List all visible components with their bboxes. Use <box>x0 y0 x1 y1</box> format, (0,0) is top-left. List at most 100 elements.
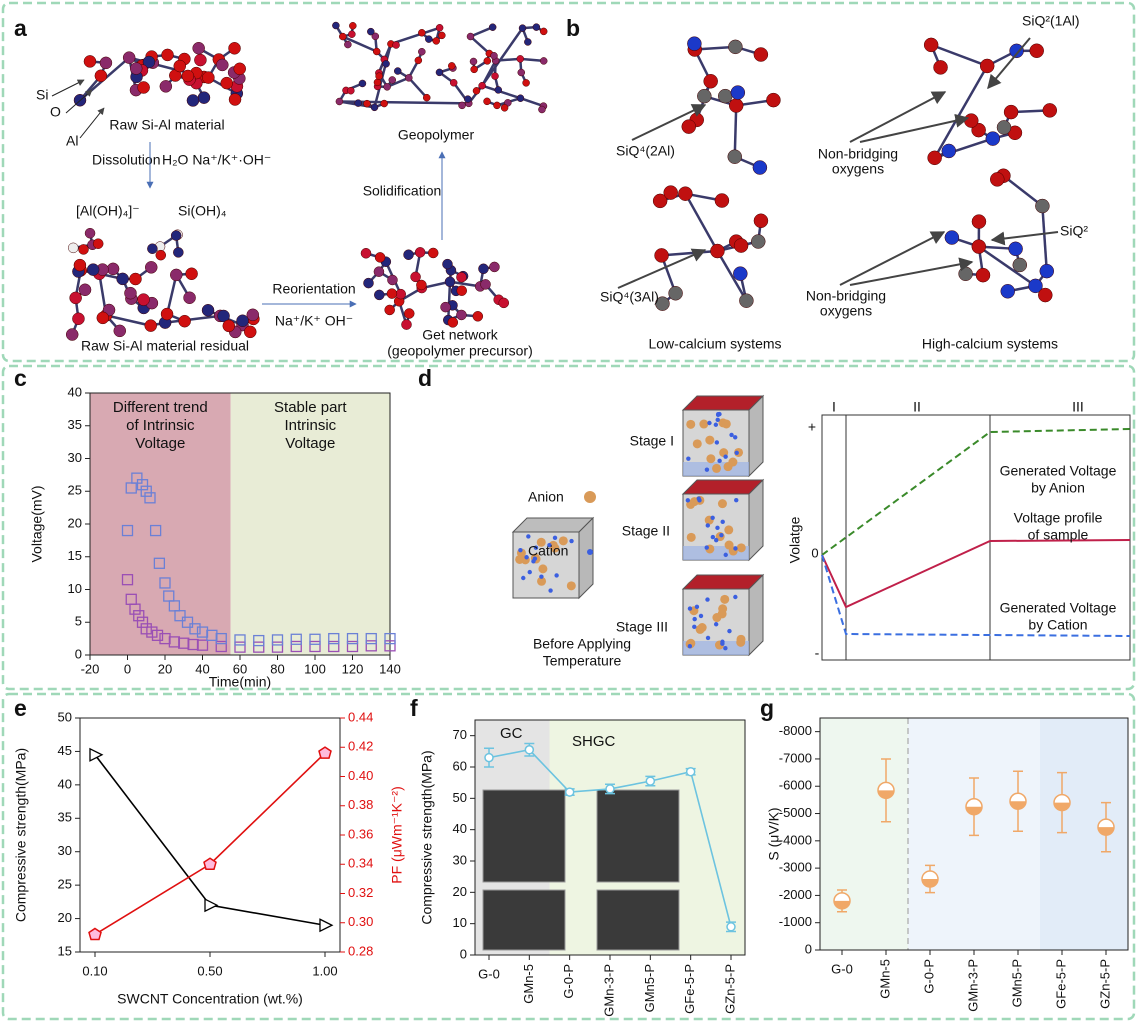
label: Low-calcium systems <box>648 336 781 352</box>
cation-ball <box>716 418 720 422</box>
atom <box>538 106 545 113</box>
cation-ball <box>714 622 718 626</box>
atom <box>964 114 978 128</box>
panel-label: f <box>410 695 418 721</box>
cation-ball <box>518 548 522 552</box>
label: oxygens <box>820 303 872 319</box>
atom <box>484 57 491 64</box>
x-tick-label: 140 <box>379 661 401 676</box>
y-tick-label: 30 <box>58 843 72 858</box>
y-tick-label: 10 <box>68 581 82 596</box>
x-tick-label: GMn5-P <box>1009 959 1024 1007</box>
atom <box>95 70 107 82</box>
atom <box>114 325 126 337</box>
atom <box>728 40 742 54</box>
atom <box>448 62 455 69</box>
y-tick-label: 40 <box>58 776 72 791</box>
point <box>727 923 735 931</box>
atom <box>731 86 745 100</box>
atom <box>186 268 198 280</box>
anion-ball <box>699 420 708 429</box>
point <box>525 746 533 754</box>
x-tick-label: 20 <box>158 661 172 676</box>
x-tick-label: 40 <box>195 661 209 676</box>
atom <box>751 235 765 249</box>
atom <box>442 259 452 269</box>
atom <box>384 83 391 90</box>
label: by Cation <box>1028 617 1087 633</box>
atom <box>396 289 406 299</box>
label: Get network <box>422 327 498 343</box>
label: [Al(OH)₄]⁻ <box>76 203 140 219</box>
label: Reorientation <box>272 281 355 297</box>
atom <box>179 315 191 327</box>
atom <box>479 82 486 89</box>
atom <box>124 287 136 299</box>
atom <box>70 292 82 304</box>
cation-ball <box>539 574 543 578</box>
atom <box>436 69 443 76</box>
atom <box>678 187 692 201</box>
sample-curve <box>822 540 1130 607</box>
atom <box>733 267 747 281</box>
atom <box>1035 199 1049 213</box>
atom <box>441 302 451 312</box>
atom <box>972 215 986 229</box>
label: Generated Voltage <box>1000 600 1117 616</box>
atom <box>336 98 343 105</box>
label: SiQ⁴(2Al) <box>616 143 675 159</box>
atom <box>129 273 141 285</box>
label: Anion <box>528 489 564 505</box>
atom <box>389 76 396 83</box>
anion-ball <box>706 454 715 463</box>
atom <box>436 24 443 31</box>
atom <box>123 52 135 64</box>
cation-ball <box>706 636 710 640</box>
atom <box>990 172 1004 186</box>
y-tick-label: 0.40 <box>348 768 373 783</box>
label: Generated Voltage <box>1000 463 1117 479</box>
x-tick-label: 100 <box>304 661 326 676</box>
plot-frame <box>80 718 340 952</box>
bond <box>735 106 736 157</box>
point <box>687 768 695 776</box>
y-tick-label: -4000 <box>779 832 812 847</box>
atom <box>423 94 430 101</box>
bond <box>1042 206 1046 271</box>
cation-ball <box>526 534 530 538</box>
atom <box>138 294 150 306</box>
figure: abcdefgSiOAlRaw Si-Al materialDissolutio… <box>0 0 1137 1022</box>
atom <box>229 94 241 106</box>
cation-ball <box>553 536 557 540</box>
x-tick-label: GZn-5-P <box>722 964 737 1014</box>
label: Raw Si-Al material residual <box>81 338 249 354</box>
anion-ball <box>698 623 707 632</box>
atom <box>976 268 990 282</box>
atom <box>470 58 477 65</box>
label: Si(OH)₄ <box>178 203 227 219</box>
point <box>606 785 614 793</box>
atom <box>425 36 432 43</box>
anion-ball <box>724 525 733 534</box>
point <box>205 899 217 911</box>
x-tick-label: GFe-5-P <box>682 964 697 1014</box>
atom <box>145 261 157 273</box>
atom <box>66 329 78 341</box>
atom <box>401 320 411 330</box>
atom <box>375 252 385 262</box>
atom <box>363 278 373 288</box>
panel-label: e <box>14 695 27 721</box>
point <box>90 749 102 761</box>
x-tick-label: 0.10 <box>82 963 107 978</box>
label: 0 <box>811 545 818 560</box>
cation-ball <box>733 435 737 439</box>
anion-ball <box>737 543 746 552</box>
x-tick-label: -20 <box>81 661 100 676</box>
atom <box>1004 105 1018 119</box>
atom <box>1013 258 1027 272</box>
cation-ball <box>705 545 709 549</box>
atom <box>980 59 994 73</box>
cube-side <box>579 518 593 598</box>
label: SiQ² <box>1060 223 1088 239</box>
atom <box>383 60 390 67</box>
